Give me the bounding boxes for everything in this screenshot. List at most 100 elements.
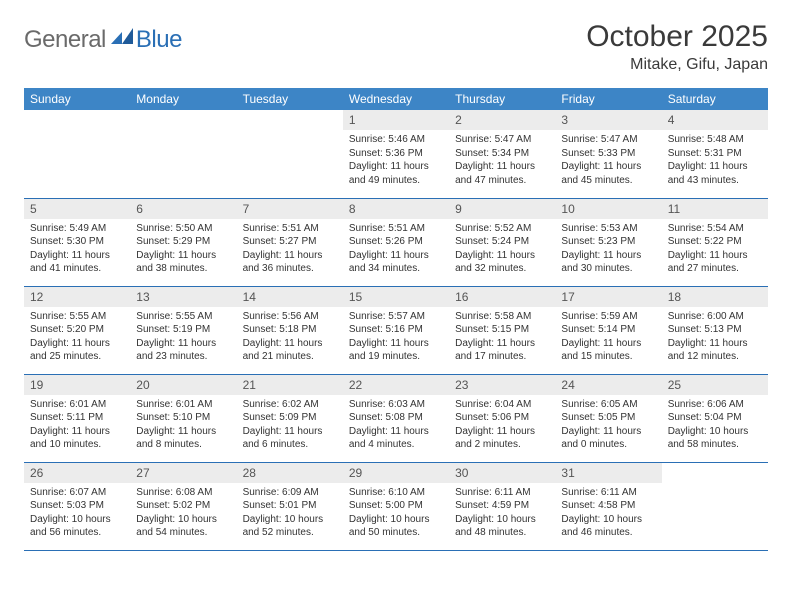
title-block: October 2025 Mitake, Gifu, Japan <box>586 20 768 74</box>
weekday-header: Tuesday <box>237 88 343 110</box>
calendar-day-cell: 22Sunrise: 6:03 AMSunset: 5:08 PMDayligh… <box>343 374 449 462</box>
day-details: Sunrise: 6:01 AMSunset: 5:11 PMDaylight:… <box>24 395 130 456</box>
weekday-header: Friday <box>555 88 661 110</box>
calendar-day-cell: 13Sunrise: 5:55 AMSunset: 5:19 PMDayligh… <box>130 286 236 374</box>
day-number: 13 <box>130 287 236 307</box>
day-number: 4 <box>662 110 768 130</box>
location: Mitake, Gifu, Japan <box>586 56 768 74</box>
header: General Blue October 2025 Mitake, Gifu, … <box>24 20 768 74</box>
weekday-header: Saturday <box>662 88 768 110</box>
logo-text-blue: Blue <box>136 26 182 54</box>
day-details: Sunrise: 6:11 AMSunset: 4:58 PMDaylight:… <box>555 483 661 544</box>
day-number: 6 <box>130 199 236 219</box>
calendar-table: SundayMondayTuesdayWednesdayThursdayFrid… <box>24 88 768 551</box>
day-number: 15 <box>343 287 449 307</box>
day-details: Sunrise: 6:05 AMSunset: 5:05 PMDaylight:… <box>555 395 661 456</box>
calendar-week-row: 26Sunrise: 6:07 AMSunset: 5:03 PMDayligh… <box>24 462 768 550</box>
calendar-day-cell: 9Sunrise: 5:52 AMSunset: 5:24 PMDaylight… <box>449 198 555 286</box>
calendar-day-cell: 12Sunrise: 5:55 AMSunset: 5:20 PMDayligh… <box>24 286 130 374</box>
calendar-day-cell: 1Sunrise: 5:46 AMSunset: 5:36 PMDaylight… <box>343 110 449 198</box>
day-details: Sunrise: 5:50 AMSunset: 5:29 PMDaylight:… <box>130 219 236 280</box>
day-number: 5 <box>24 199 130 219</box>
day-details: Sunrise: 5:59 AMSunset: 5:14 PMDaylight:… <box>555 307 661 368</box>
weekday-header: Monday <box>130 88 236 110</box>
day-details: Sunrise: 5:47 AMSunset: 5:33 PMDaylight:… <box>555 130 661 191</box>
calendar-day-cell: 25Sunrise: 6:06 AMSunset: 5:04 PMDayligh… <box>662 374 768 462</box>
calendar-day-cell: 8Sunrise: 5:51 AMSunset: 5:26 PMDaylight… <box>343 198 449 286</box>
day-number: 9 <box>449 199 555 219</box>
weekday-header: Thursday <box>449 88 555 110</box>
day-number: 24 <box>555 375 661 395</box>
calendar-day-cell <box>24 110 130 198</box>
day-number: 23 <box>449 375 555 395</box>
day-details: Sunrise: 5:55 AMSunset: 5:20 PMDaylight:… <box>24 307 130 368</box>
day-details: Sunrise: 6:06 AMSunset: 5:04 PMDaylight:… <box>662 395 768 456</box>
day-number: 18 <box>662 287 768 307</box>
day-number: 30 <box>449 463 555 483</box>
calendar-week-row: 1Sunrise: 5:46 AMSunset: 5:36 PMDaylight… <box>24 110 768 198</box>
day-details: Sunrise: 5:56 AMSunset: 5:18 PMDaylight:… <box>237 307 343 368</box>
day-details: Sunrise: 5:52 AMSunset: 5:24 PMDaylight:… <box>449 219 555 280</box>
calendar-day-cell: 15Sunrise: 5:57 AMSunset: 5:16 PMDayligh… <box>343 286 449 374</box>
day-number: 28 <box>237 463 343 483</box>
calendar-day-cell <box>662 462 768 550</box>
day-details: Sunrise: 6:04 AMSunset: 5:06 PMDaylight:… <box>449 395 555 456</box>
calendar-day-cell: 2Sunrise: 5:47 AMSunset: 5:34 PMDaylight… <box>449 110 555 198</box>
day-details: Sunrise: 6:00 AMSunset: 5:13 PMDaylight:… <box>662 307 768 368</box>
day-details: Sunrise: 6:02 AMSunset: 5:09 PMDaylight:… <box>237 395 343 456</box>
day-details: Sunrise: 6:03 AMSunset: 5:08 PMDaylight:… <box>343 395 449 456</box>
day-number: 20 <box>130 375 236 395</box>
calendar-day-cell: 30Sunrise: 6:11 AMSunset: 4:59 PMDayligh… <box>449 462 555 550</box>
weekday-header: Sunday <box>24 88 130 110</box>
day-number: 29 <box>343 463 449 483</box>
calendar-day-cell: 14Sunrise: 5:56 AMSunset: 5:18 PMDayligh… <box>237 286 343 374</box>
calendar-day-cell: 17Sunrise: 5:59 AMSunset: 5:14 PMDayligh… <box>555 286 661 374</box>
weekday-header: Wednesday <box>343 88 449 110</box>
day-number: 1 <box>343 110 449 130</box>
day-number: 8 <box>343 199 449 219</box>
calendar-week-row: 19Sunrise: 6:01 AMSunset: 5:11 PMDayligh… <box>24 374 768 462</box>
day-number: 26 <box>24 463 130 483</box>
day-details: Sunrise: 6:01 AMSunset: 5:10 PMDaylight:… <box>130 395 236 456</box>
day-number: 17 <box>555 287 661 307</box>
day-number: 11 <box>662 199 768 219</box>
calendar-day-cell: 11Sunrise: 5:54 AMSunset: 5:22 PMDayligh… <box>662 198 768 286</box>
logo: General Blue <box>24 26 182 54</box>
day-number: 22 <box>343 375 449 395</box>
day-number: 19 <box>24 375 130 395</box>
day-details: Sunrise: 5:55 AMSunset: 5:19 PMDaylight:… <box>130 307 236 368</box>
calendar-week-row: 12Sunrise: 5:55 AMSunset: 5:20 PMDayligh… <box>24 286 768 374</box>
calendar-week-row: 5Sunrise: 5:49 AMSunset: 5:30 PMDaylight… <box>24 198 768 286</box>
calendar-day-cell <box>130 110 236 198</box>
calendar-day-cell: 18Sunrise: 6:00 AMSunset: 5:13 PMDayligh… <box>662 286 768 374</box>
day-details: Sunrise: 6:09 AMSunset: 5:01 PMDaylight:… <box>237 483 343 544</box>
calendar-day-cell: 5Sunrise: 5:49 AMSunset: 5:30 PMDaylight… <box>24 198 130 286</box>
calendar-day-cell: 28Sunrise: 6:09 AMSunset: 5:01 PMDayligh… <box>237 462 343 550</box>
calendar-day-cell: 16Sunrise: 5:58 AMSunset: 5:15 PMDayligh… <box>449 286 555 374</box>
day-details: Sunrise: 6:10 AMSunset: 5:00 PMDaylight:… <box>343 483 449 544</box>
calendar-day-cell: 19Sunrise: 6:01 AMSunset: 5:11 PMDayligh… <box>24 374 130 462</box>
logo-mark-icon <box>111 28 133 44</box>
calendar-day-cell: 24Sunrise: 6:05 AMSunset: 5:05 PMDayligh… <box>555 374 661 462</box>
day-details: Sunrise: 5:51 AMSunset: 5:27 PMDaylight:… <box>237 219 343 280</box>
day-details: Sunrise: 5:48 AMSunset: 5:31 PMDaylight:… <box>662 130 768 191</box>
day-details: Sunrise: 6:08 AMSunset: 5:02 PMDaylight:… <box>130 483 236 544</box>
day-number: 21 <box>237 375 343 395</box>
day-number: 12 <box>24 287 130 307</box>
day-number: 27 <box>130 463 236 483</box>
day-details: Sunrise: 5:47 AMSunset: 5:34 PMDaylight:… <box>449 130 555 191</box>
day-number: 16 <box>449 287 555 307</box>
day-details: Sunrise: 5:49 AMSunset: 5:30 PMDaylight:… <box>24 219 130 280</box>
calendar-day-cell: 27Sunrise: 6:08 AMSunset: 5:02 PMDayligh… <box>130 462 236 550</box>
day-number: 25 <box>662 375 768 395</box>
day-number: 7 <box>237 199 343 219</box>
day-details: Sunrise: 5:53 AMSunset: 5:23 PMDaylight:… <box>555 219 661 280</box>
calendar-day-cell: 6Sunrise: 5:50 AMSunset: 5:29 PMDaylight… <box>130 198 236 286</box>
calendar-day-cell: 10Sunrise: 5:53 AMSunset: 5:23 PMDayligh… <box>555 198 661 286</box>
calendar-day-cell: 21Sunrise: 6:02 AMSunset: 5:09 PMDayligh… <box>237 374 343 462</box>
calendar-day-cell: 31Sunrise: 6:11 AMSunset: 4:58 PMDayligh… <box>555 462 661 550</box>
calendar-day-cell: 20Sunrise: 6:01 AMSunset: 5:10 PMDayligh… <box>130 374 236 462</box>
day-details: Sunrise: 5:57 AMSunset: 5:16 PMDaylight:… <box>343 307 449 368</box>
day-number: 14 <box>237 287 343 307</box>
calendar-day-cell: 3Sunrise: 5:47 AMSunset: 5:33 PMDaylight… <box>555 110 661 198</box>
